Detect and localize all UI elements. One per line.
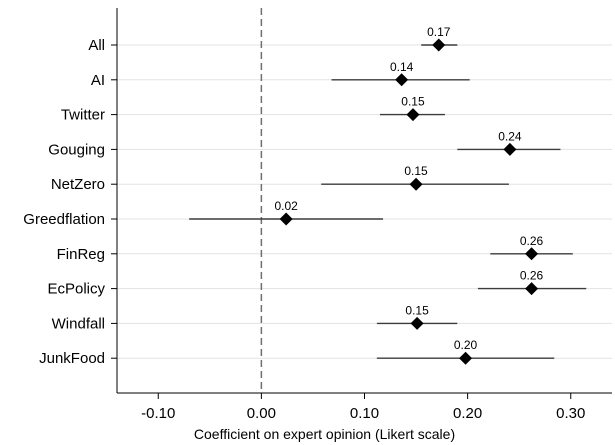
estimate-label: 0.20 — [454, 338, 478, 352]
confidence-intervals — [189, 44, 587, 359]
category-label: JunkFood — [39, 350, 105, 367]
estimate-label: 0.26 — [520, 269, 544, 283]
estimate-label: 0.15 — [405, 303, 429, 317]
category-label: All — [88, 37, 105, 54]
category-label: Twitter — [61, 107, 105, 124]
category-labels: All AI Twitter Gouging NetZero Greedflation Fi… — [23, 37, 105, 367]
x-tick-label: 0.30 — [556, 405, 585, 422]
estimate-label: 0.24 — [498, 129, 522, 143]
estimate-marker — [525, 282, 539, 296]
estimate-label: 0.26 — [520, 234, 544, 248]
y-axis-ticks — [111, 44, 117, 359]
estimate-label: 0.17 — [427, 25, 451, 39]
x-tick-label: 0.20 — [453, 405, 482, 422]
estimate-marker — [503, 142, 517, 156]
estimate-label: 0.15 — [404, 164, 428, 178]
x-tick-label: -0.10 — [141, 405, 175, 422]
estimate-labels: 0.17 0.14 0.15 0.24 0.15 0.02 0.26 0.26 0.15 0.20 — [274, 25, 543, 352]
estimate-marker — [409, 177, 423, 191]
x-axis-title: Coefficient on expert opinion (Likert sc… — [194, 426, 455, 442]
category-label: EcPolicy — [47, 281, 105, 298]
category-label: AI — [91, 72, 105, 89]
x-tick-label: 0.10 — [350, 405, 379, 422]
category-label: Gouging — [48, 141, 105, 158]
estimate-marker — [406, 108, 420, 122]
estimate-label: 0.02 — [274, 199, 298, 213]
estimate-marker — [459, 351, 473, 365]
category-label: NetZero — [51, 176, 105, 193]
category-label: Greedflation — [23, 211, 105, 228]
estimate-label: 0.15 — [401, 95, 425, 109]
estimate-marker — [279, 212, 293, 226]
estimate-label: 0.14 — [390, 60, 414, 74]
point-estimates — [279, 38, 539, 365]
x-tick-label: 0.00 — [247, 405, 276, 422]
estimate-marker — [410, 316, 424, 330]
category-label: FinReg — [57, 246, 105, 263]
estimate-marker — [432, 38, 446, 52]
x-axis-ticks — [157, 393, 572, 399]
estimate-marker — [525, 247, 539, 261]
gridlines — [117, 44, 612, 359]
x-tick-labels: -0.10 0.00 0.10 0.20 0.30 — [141, 405, 585, 422]
category-label: Windfall — [52, 315, 105, 332]
estimate-marker — [395, 73, 409, 87]
